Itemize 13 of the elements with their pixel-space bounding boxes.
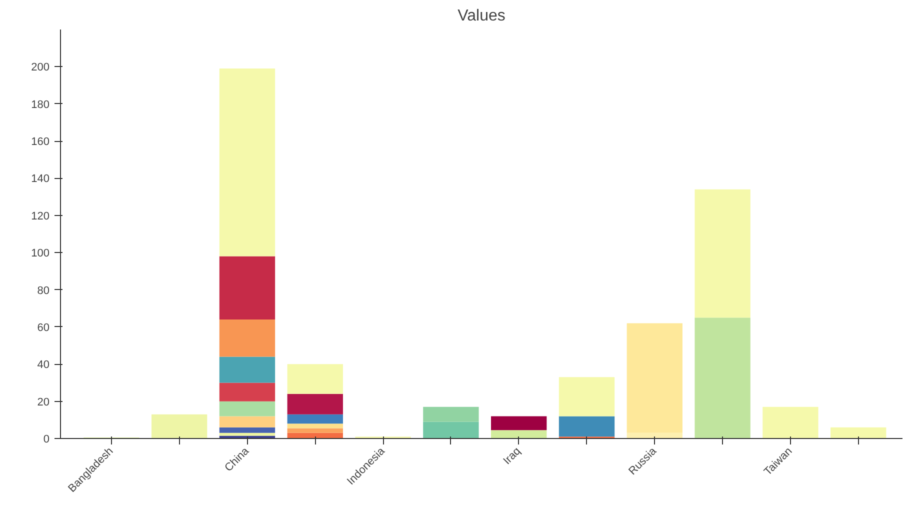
y-tick-label: 160 <box>31 136 50 148</box>
x-tick-label: Iraq <box>501 445 524 468</box>
y-tick-label: 80 <box>37 284 50 297</box>
y-tick-label: 100 <box>31 248 50 260</box>
y-tick-label: 140 <box>31 173 50 186</box>
y-tick-label: 20 <box>37 396 50 408</box>
chart-title: Values <box>458 8 506 24</box>
y-tick-label: 0 <box>43 434 50 446</box>
y-tick-label: 120 <box>31 210 50 222</box>
y-tick-label: 60 <box>37 322 50 334</box>
y-tick-label: 180 <box>31 98 50 111</box>
y-tick-label: 200 <box>31 62 50 74</box>
y-tick-label: 40 <box>37 359 50 372</box>
